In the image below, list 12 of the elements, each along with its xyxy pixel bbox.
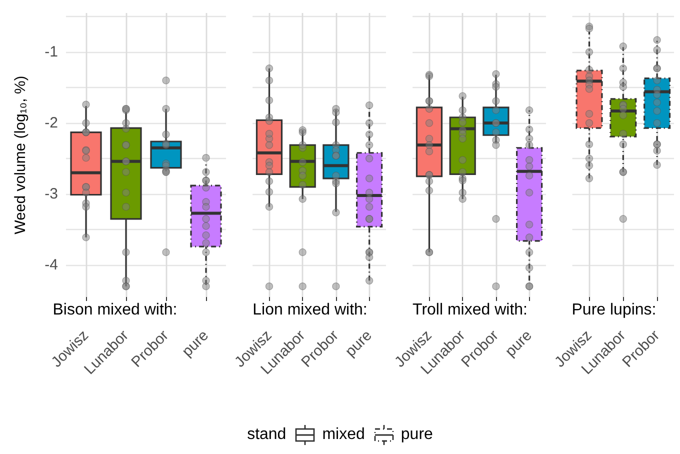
legend-label: mixed [322,426,365,444]
text: Pure lupins: [572,302,656,318]
y-tick-label: -2 [44,114,58,132]
y-axis-title: Weed volume (log₁₀, %) [12,76,29,234]
y-tick-label: -3 [44,186,58,203]
legend-label: pure [400,426,433,444]
y-tick-label: -4 [44,256,58,274]
text: Lion mixed with: [252,302,368,318]
text: Bison mixed with: [52,302,178,318]
text: Troll mixed with: [412,302,528,318]
y-tick-label: -1 [44,44,58,61]
legend-title: stand [247,426,286,444]
